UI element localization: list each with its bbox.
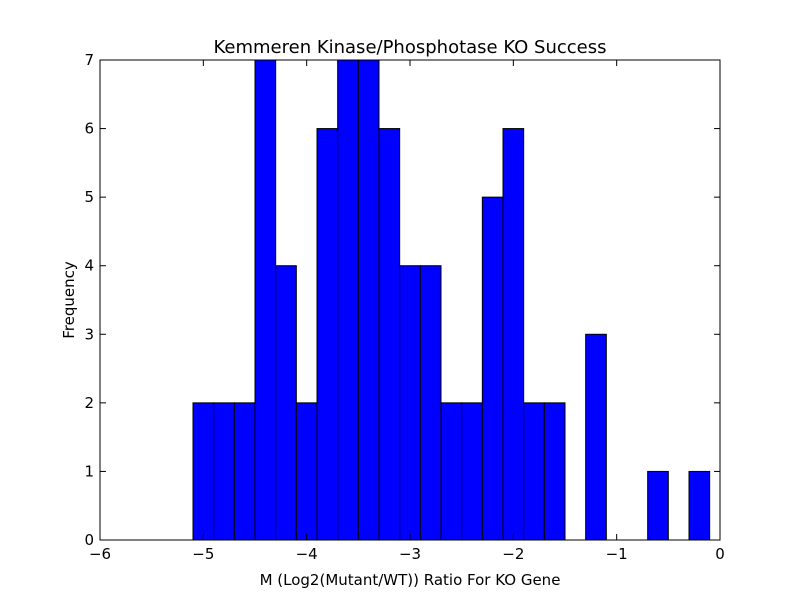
x-tick-label: 0 [715, 545, 725, 563]
histogram-bar [233, 402, 256, 541]
x-tick-label: −6 [89, 545, 111, 563]
histogram-bar [213, 402, 235, 541]
histogram-bar [461, 402, 483, 541]
y-tick-label: 5 [84, 188, 94, 206]
x-tick-label: −4 [296, 545, 318, 563]
x-axis-label: M (Log2(Mutant/WT)) Ratio For KO Gene [260, 571, 561, 589]
histogram-bar [440, 402, 463, 541]
histogram-bar [357, 59, 380, 541]
y-tick-label: 6 [84, 120, 94, 138]
histogram-bar [647, 470, 669, 541]
histogram-bar [419, 265, 442, 541]
histogram-bar [192, 402, 215, 541]
x-tick-label: −5 [192, 545, 214, 563]
histogram-bar [254, 59, 277, 541]
histogram-bar [337, 59, 359, 541]
y-axis-label: Frequency [60, 261, 78, 339]
bars-group [192, 59, 711, 541]
histogram-bar [378, 128, 401, 541]
histogram-bar [543, 402, 566, 541]
histogram-bar [523, 402, 545, 541]
y-tick-label: 3 [84, 325, 94, 343]
histogram-bar [275, 265, 297, 541]
y-tick-label: 1 [84, 462, 94, 480]
x-tick-label: −1 [606, 545, 628, 563]
histogram-bar [688, 470, 711, 541]
histogram-bar [502, 128, 525, 541]
histogram-bar [295, 402, 318, 541]
histogram-bar [316, 128, 339, 541]
x-tick-label: −2 [502, 545, 524, 563]
y-tick-label: 7 [84, 51, 94, 69]
ticks-group: −6 −5 −4 −3 −2 −1 0 0 1 2 3 4 5 6 7 [84, 51, 724, 563]
histogram-bar [585, 333, 607, 541]
histogram-bar [399, 265, 421, 541]
y-tick-label: 0 [84, 531, 94, 549]
x-tick-label: −3 [399, 545, 421, 563]
chart-title: Kemmeren Kinase/Phosphotase KO Success [213, 37, 606, 58]
y-tick-label: 2 [84, 394, 94, 412]
y-tick-label: 4 [84, 257, 94, 275]
histogram-bar [481, 196, 504, 541]
